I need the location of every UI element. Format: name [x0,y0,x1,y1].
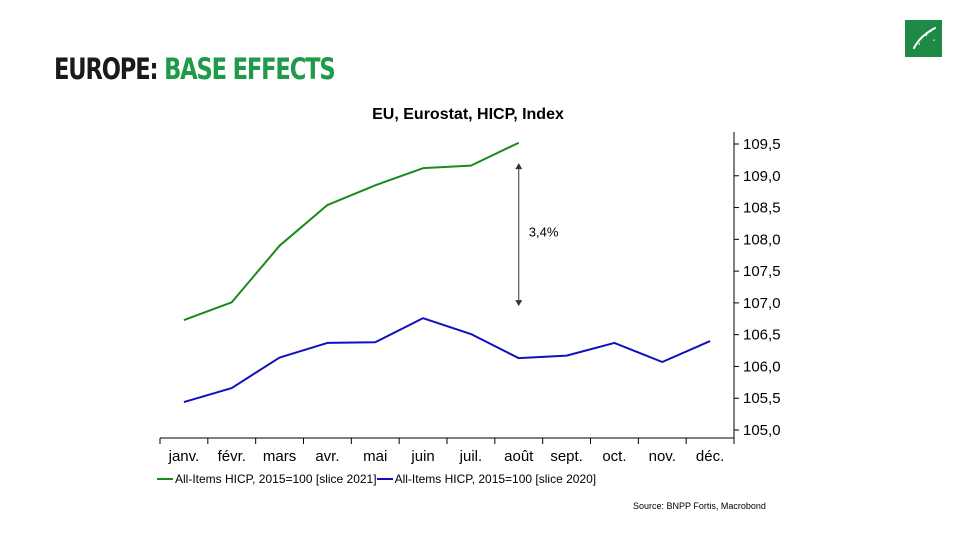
chart-legend: All-Items HICP, 2015=100 [slice 2021] Al… [157,472,596,486]
annotation-arrow-head-down [515,300,523,307]
x-tick-label: févr. [218,448,246,465]
slide-title-part2: BASE EFFECTS [164,52,336,86]
y-tick-label: 106,0 [743,358,781,375]
annotation-label: 3,4% [529,225,559,240]
x-tick-label: août [504,448,534,465]
annotation-arrow-head-up [515,163,523,170]
x-tick-label: déc. [696,448,724,465]
slide-title-part1: EUROPE: [54,52,165,86]
y-tick-label: 106,5 [743,327,781,344]
x-tick-label: mai [363,448,387,465]
slide-title: EUROPE: BASE EFFECTS [54,52,336,86]
x-tick-label: juin [410,448,434,465]
stars-logo-icon [913,27,936,49]
series-line-2021 [183,141,520,321]
x-tick-label: mars [263,448,296,465]
legend-swatch-2021 [157,478,173,480]
legend-label-2021: All-Items HICP, 2015=100 [slice 2021] [175,472,377,486]
source-note: Source: BNPP Fortis, Macrobond [633,501,766,511]
y-tick-label: 109,0 [743,168,781,185]
y-tick-label: 105,0 [743,422,781,439]
x-tick-label: janv. [168,448,200,465]
legend-swatch-2020 [376,478,393,480]
x-tick-label: juil. [459,448,483,465]
y-tick-label: 109,5 [743,136,781,153]
x-tick-label: nov. [649,448,676,465]
x-tick-label: avr. [315,448,339,465]
y-tick-label: 108,0 [743,231,781,248]
y-tick-label: 107,0 [743,295,781,312]
legend-label-2020: All-Items HICP, 2015=100 [slice 2020] [394,472,597,486]
bnp-paribas-logo [905,20,942,57]
y-tick-label: 105,5 [743,390,781,407]
x-tick-label: sept. [550,448,583,465]
chart-title: EU, Eurostat, HICP, Index [372,106,564,123]
y-tick-label: 107,5 [743,263,781,280]
x-tick-label: oct. [602,448,626,465]
y-tick-label: 108,5 [743,200,781,217]
series-line-2020 [183,317,711,403]
